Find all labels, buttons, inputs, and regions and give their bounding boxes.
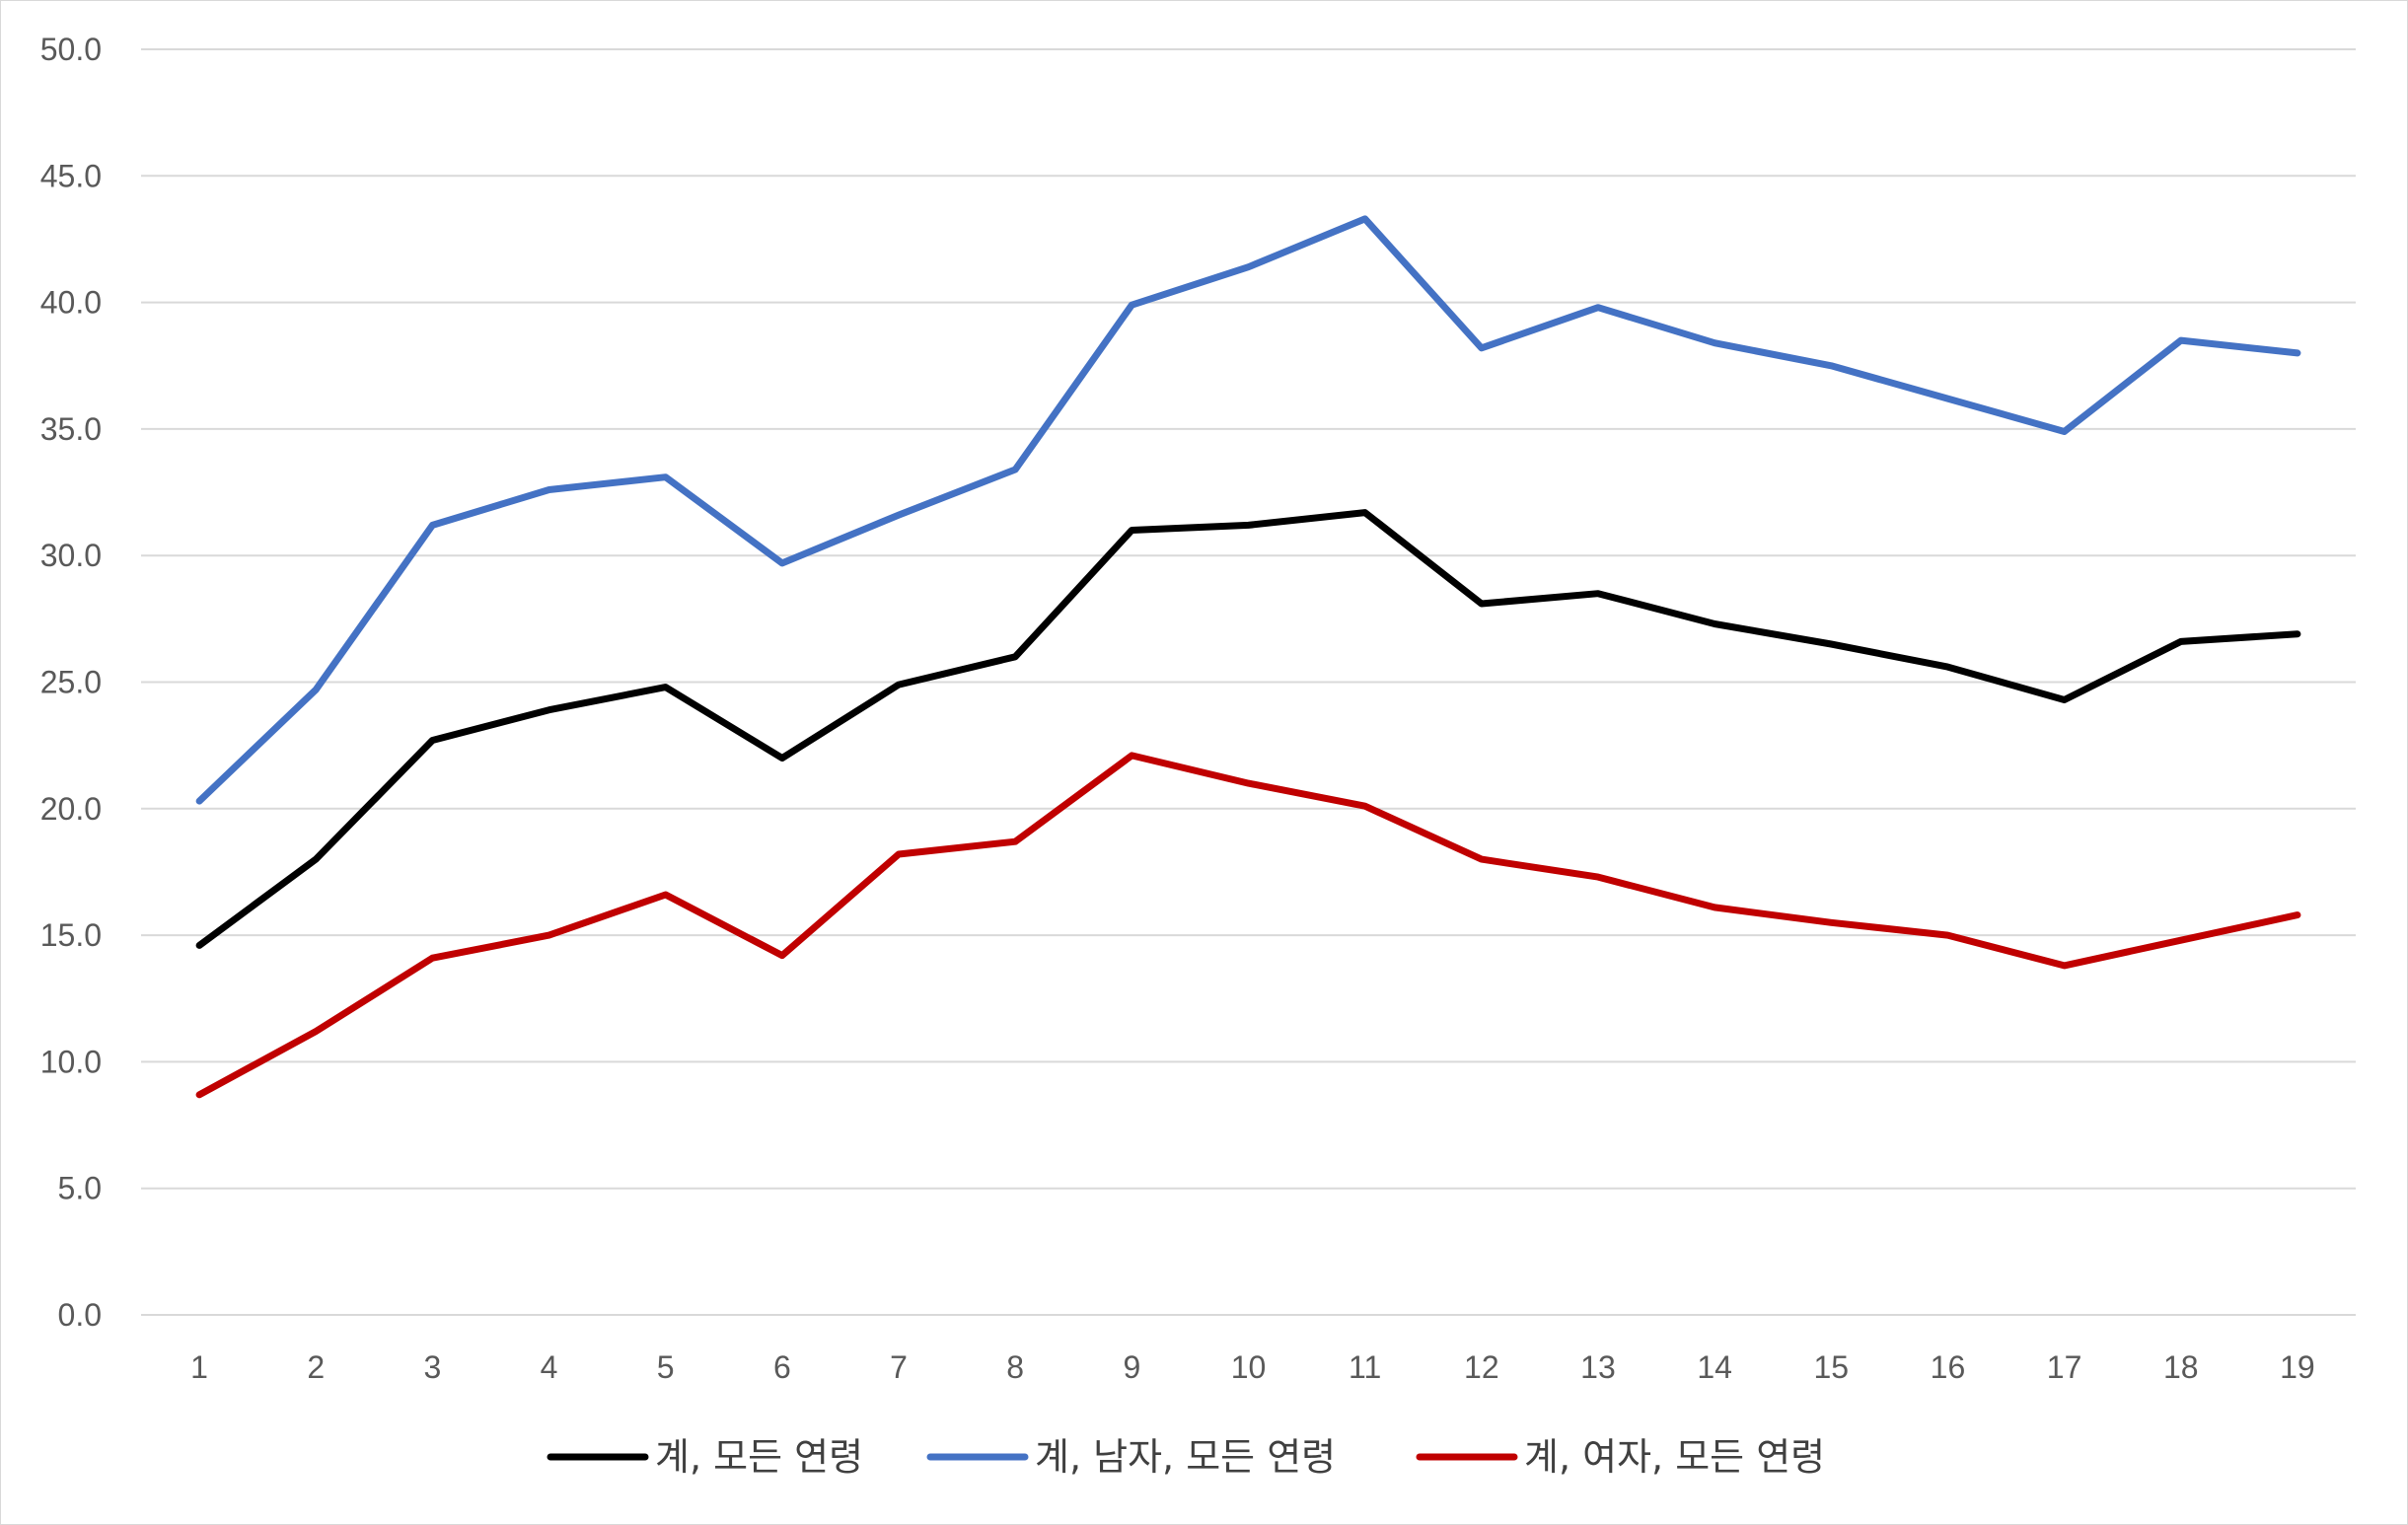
data-point (198, 800, 200, 802)
data-point (1014, 840, 1016, 842)
data-point (1131, 530, 1132, 532)
x-tick-label: 9 (1123, 1349, 1140, 1385)
x-tick-label: 7 (890, 1349, 908, 1385)
y-axis-tick-labels: 0.0 5.0 10.0 15.0 20.0 25.0 30.0 35.0 40.0 45.0 50… (40, 32, 102, 1333)
data-point (1597, 593, 1599, 595)
data-point (1248, 266, 1249, 268)
legend-label: 계, 남자, 모든 연령 (1035, 1435, 1336, 1479)
x-tick-label: 12 (1464, 1349, 1499, 1385)
data-point (665, 687, 667, 689)
y-tick-label: 20.0 (40, 791, 102, 827)
data-point (1131, 755, 1132, 757)
x-tick-label: 14 (1697, 1349, 1732, 1385)
data-point (898, 684, 900, 686)
data-point (781, 562, 783, 564)
data-point (1830, 643, 1832, 645)
data-point (1597, 876, 1599, 878)
data-point (1946, 666, 1948, 668)
data-point (1481, 858, 1483, 860)
y-tick-label: 10.0 (40, 1044, 102, 1079)
data-point (1014, 469, 1016, 471)
y-tick-label: 30.0 (40, 538, 102, 573)
legend-label: 계, 모든 연령 (655, 1435, 863, 1479)
x-tick-label: 11 (1349, 1349, 1381, 1385)
legend: 계, 모든 연령 계, 남자, 모든 연령 계, 여자, 모든 연령 (547, 1435, 1825, 1479)
data-point (548, 934, 550, 936)
series-line-3 (195, 752, 2301, 1099)
data-point (2297, 633, 2299, 635)
x-tick-label: 4 (541, 1349, 558, 1385)
x-tick-label: 8 (1006, 1349, 1024, 1385)
y-tick-label: 5.0 (58, 1171, 102, 1206)
series-lines (195, 215, 2301, 1099)
legend-item-2: 계, 남자, 모든 연령 (926, 1435, 1336, 1479)
data-point (2180, 640, 2182, 642)
data-point (431, 524, 433, 526)
legend-label: 계, 여자, 모든 연령 (1524, 1435, 1825, 1479)
data-point (2297, 352, 2299, 354)
data-point (2180, 339, 2182, 341)
x-tick-label: 15 (1813, 1349, 1849, 1385)
x-tick-label: 18 (2163, 1349, 2199, 1385)
gridlines (141, 48, 2356, 1316)
data-point (2064, 698, 2066, 700)
y-tick-label: 40.0 (40, 285, 102, 321)
data-point (1364, 805, 1366, 807)
data-point (1248, 524, 1249, 526)
x-axis-tick-labels: 1 2 3 4 5 6 7 8 9 10 11 12 13 14 15 16 17 18 19 (190, 1349, 2315, 1385)
data-point (315, 858, 317, 860)
data-point (1830, 921, 1832, 923)
data-point (198, 1094, 200, 1096)
y-tick-label: 45.0 (40, 158, 102, 193)
y-tick-label: 50.0 (40, 32, 102, 67)
x-tick-label: 19 (2280, 1349, 2315, 1385)
data-point (2064, 430, 2066, 432)
data-point (1946, 934, 1948, 936)
data-point (431, 740, 433, 742)
data-point (2297, 914, 2299, 916)
y-tick-label: 15.0 (40, 917, 102, 953)
data-point (1014, 656, 1016, 658)
x-tick-label: 13 (1580, 1349, 1616, 1385)
data-point (1597, 307, 1599, 309)
data-point (198, 944, 200, 946)
data-point (898, 514, 900, 516)
data-point (781, 757, 783, 759)
data-point (2064, 965, 2066, 967)
x-tick-label: 16 (1931, 1349, 1966, 1385)
x-tick-label: 10 (1231, 1349, 1267, 1385)
data-point (665, 894, 667, 896)
data-point (1481, 347, 1483, 349)
legend-item-3: 계, 여자, 모든 연령 (1416, 1435, 1825, 1479)
data-point (1248, 782, 1249, 784)
x-tick-label: 1 (190, 1349, 208, 1385)
x-tick-label: 3 (423, 1349, 441, 1385)
y-tick-label: 0.0 (58, 1297, 102, 1333)
data-point (781, 955, 783, 957)
x-tick-label: 17 (2047, 1349, 2082, 1385)
data-point (315, 1031, 317, 1033)
x-tick-label: 2 (307, 1349, 325, 1385)
data-point (665, 476, 667, 478)
data-point (1481, 603, 1483, 605)
data-point (1364, 218, 1366, 220)
data-point (2180, 939, 2182, 941)
data-point (548, 709, 550, 711)
legend-item-1: 계, 모든 연령 (547, 1435, 863, 1479)
data-point (1830, 365, 1832, 367)
y-tick-label: 35.0 (40, 411, 102, 447)
x-tick-label: 6 (773, 1349, 791, 1385)
data-point (548, 488, 550, 490)
series-line-1 (195, 509, 2301, 949)
y-tick-label: 25.0 (40, 665, 102, 700)
data-point (1131, 304, 1132, 306)
data-point (898, 853, 900, 855)
data-point (1364, 512, 1366, 514)
series-line-2 (195, 215, 2301, 805)
data-point (431, 957, 433, 959)
x-tick-label: 5 (657, 1349, 675, 1385)
